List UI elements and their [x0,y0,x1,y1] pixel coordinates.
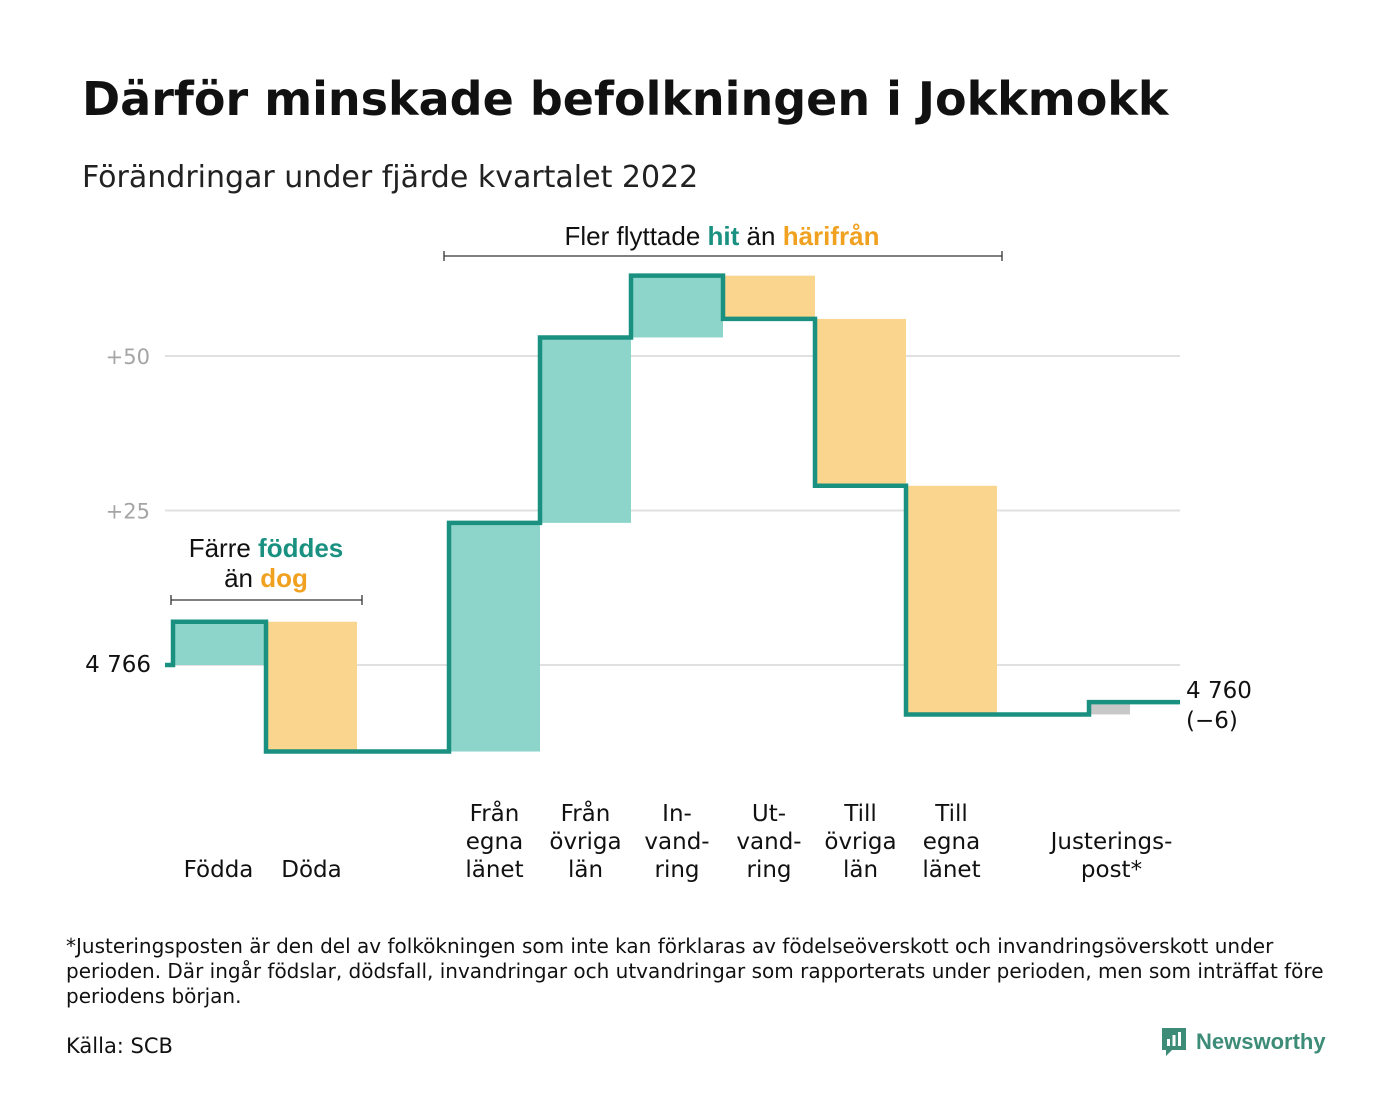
source-label: Källa: SCB [66,1034,173,1058]
bar-adjust [1089,702,1130,715]
annotation-top-mid: än [739,221,782,251]
newsworthy-logo-icon [1162,1028,1186,1056]
annotation-left-line1: Färre föddes [189,533,344,563]
end-value-label: 4 760 [1186,678,1252,704]
annotation-top-in: hit [708,221,740,251]
chart-title: Därför minskade befolkningen i Jokkmokk [82,72,1169,126]
brand-logo: Newsworthy [1160,1026,1326,1058]
brand-name: Newsworthy [1196,1029,1326,1054]
bars [173,275,1130,752]
annotation-top-prefix: Fler flyttade [564,221,707,251]
grid-lines: +25 +50 [106,345,1180,666]
y-tick-label: +25 [106,500,150,524]
annotation-top: Fler flyttade hit än härifrån [564,221,879,251]
category-label: Från egna länet [465,799,523,883]
category-label: Justerings-post* [1049,829,1173,883]
start-value-label: 4 766 [85,652,151,678]
annotation-top-bracket [443,251,1003,261]
annotation-left-line2-prefix: än [224,563,260,593]
bar-in [540,337,631,523]
bar-in [631,275,723,338]
annotation-left-line2: än dog [224,563,308,593]
chart-subtitle: Förändringar under fjärde kvartalet 2022 [82,160,699,195]
annotation-left-bracket [170,595,363,605]
annotation-left-prefix: Färre [189,533,258,563]
step-line [165,273,1180,754]
end-change-label: (−6) [1186,708,1238,734]
footnote: *Justeringsposten är den del av folkökni… [66,934,1324,1008]
category-label: Från övriga län [549,799,621,883]
labels: Födda Döda Från egna länet Från övriga län In-va… [184,799,1173,883]
bar-out [906,485,997,715]
annotation-top-out: härifrån [783,221,880,251]
cumulative-line [165,273,1180,754]
category-label: Till övriga län [824,801,896,883]
waterfall-chart: +25 +50 Födda Döda Från egna länet Från övriga l… [85,221,1252,883]
bar-in [449,522,540,752]
annotation-left-out: dog [260,563,308,593]
category-label: Döda [281,857,341,883]
y-tick-label: +50 [106,345,150,369]
bar-out [723,275,815,319]
bar-out [266,621,357,752]
bar-in [173,621,264,665]
category-label: Till egna länet [922,801,980,883]
annotation-left-in: föddes [258,533,343,563]
category-label: Födda [184,857,254,883]
bar-out [815,318,906,486]
category-label: Ut-vand-ring [736,801,801,883]
category-label: In-vand-ring [644,801,709,883]
